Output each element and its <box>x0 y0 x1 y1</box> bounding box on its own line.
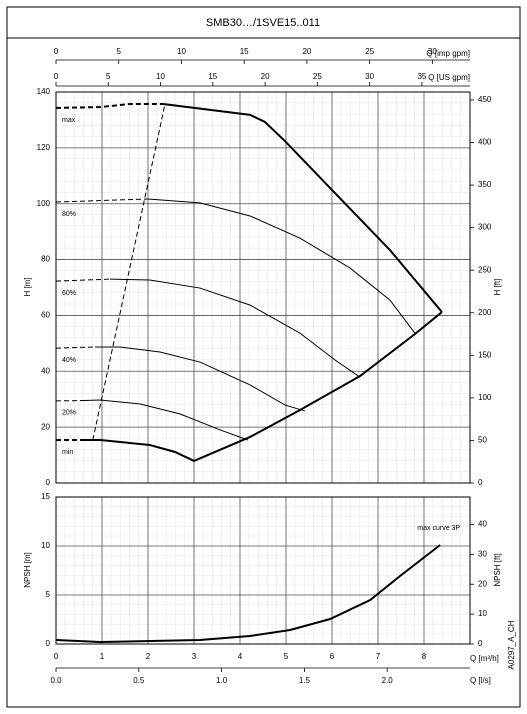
y-axis-label: NPSH [m] <box>23 552 32 588</box>
figure-code: A0297_A_CH <box>507 620 516 669</box>
y-tick-label: 15 <box>41 492 50 501</box>
y-tick-label: 20 <box>41 422 50 431</box>
curve <box>84 438 195 462</box>
curve-label: 40% <box>62 357 76 364</box>
y2-tick-label: 40 <box>478 520 487 529</box>
x-tick-label: 6 <box>330 652 335 661</box>
curve-label: max curve 3P <box>417 525 460 532</box>
x-tick-label: 15 <box>208 72 217 81</box>
x-tick-label: 1.5 <box>299 676 311 685</box>
x-tick-label: 10 <box>156 72 165 81</box>
x-axis-label: Q [l/s] <box>470 676 491 685</box>
curve-label: 20% <box>62 410 76 417</box>
y-axis-label: H [m] <box>23 277 32 296</box>
x-tick-label: 10 <box>177 47 186 56</box>
curve <box>79 399 248 441</box>
x-tick-label: 7 <box>376 652 381 661</box>
curve <box>109 278 361 378</box>
curve <box>55 198 149 203</box>
x-tick-label: 2 <box>146 652 151 661</box>
y2-tick-label: 100 <box>478 393 492 402</box>
x-tick-label: 0 <box>54 652 59 661</box>
y-tick-label: 140 <box>37 87 51 96</box>
curve-label: 80% <box>62 211 76 218</box>
x-tick-label: 0 <box>54 72 59 81</box>
x-tick-label: 15 <box>240 47 249 56</box>
x-tick-label: 1 <box>100 652 105 661</box>
y2-tick-label: 150 <box>478 350 492 359</box>
outer-border <box>6 6 521 708</box>
plot-frame <box>55 496 471 645</box>
plot-frame <box>55 91 471 484</box>
minor-grid <box>56 497 470 644</box>
x-tick-label: 5 <box>284 652 289 661</box>
curve-label: min <box>62 449 73 456</box>
x-tick-label: 20 <box>302 47 311 56</box>
y2-tick-label: 20 <box>478 579 487 588</box>
y2-tick-label: 300 <box>478 223 492 232</box>
curve <box>55 103 164 109</box>
chart-title: SMB30…/1SVE15..011 <box>206 17 320 29</box>
y2-tick-label: 0 <box>478 478 483 487</box>
minor-grid <box>56 92 470 483</box>
y-tick-label: 80 <box>41 255 50 264</box>
x-tick-label: 35 <box>417 72 426 81</box>
curve <box>55 346 96 349</box>
y2-tick-label: 400 <box>478 138 492 147</box>
x-tick-label: 5 <box>117 47 122 56</box>
x-tick-label: 1.0 <box>216 676 228 685</box>
x-tick-label: 0 <box>54 47 59 56</box>
y2-tick-label: 30 <box>478 549 487 558</box>
x-tick-label: 20 <box>261 72 270 81</box>
x-axis-label: Q [m³/h] <box>470 654 499 663</box>
curve <box>55 544 441 644</box>
curve <box>55 278 110 282</box>
curve <box>193 311 443 462</box>
y2-tick-label: 0 <box>478 639 483 648</box>
curve-label: 60% <box>62 290 76 297</box>
x-tick-label: 0.5 <box>133 676 145 685</box>
x-tick-label: 0.0 <box>50 676 62 685</box>
y2-tick-label: 10 <box>478 609 487 618</box>
curve <box>147 198 416 334</box>
x-tick-label: 2.0 <box>382 676 394 685</box>
x-tick-label: 25 <box>313 72 322 81</box>
curve-label: max <box>62 117 76 124</box>
y2-tick-label: 250 <box>478 265 492 274</box>
y-tick-label: 40 <box>41 366 50 375</box>
y-tick-label: 0 <box>46 478 51 487</box>
y2-tick-label: 50 <box>478 436 487 445</box>
x-tick-label: 30 <box>365 72 374 81</box>
y2-axis-label: NPSH [ft] <box>493 553 502 586</box>
y-tick-label: 120 <box>37 143 51 152</box>
y2-tick-label: 200 <box>478 308 492 317</box>
y2-tick-label: 350 <box>478 180 492 189</box>
x-tick-label: 25 <box>365 47 374 56</box>
y-tick-label: 10 <box>41 541 50 550</box>
x-tick-label: 4 <box>238 652 243 661</box>
curve <box>95 346 306 412</box>
x-tick-label: 30 <box>428 47 437 56</box>
x-axis-label: Q [US gpm] <box>428 73 470 82</box>
y-tick-label: 0 <box>46 639 51 648</box>
y2-tick-label: 450 <box>478 95 492 104</box>
y2-axis-label: H [ft] <box>493 279 502 296</box>
x-tick-label: 8 <box>422 652 427 661</box>
y-tick-label: 5 <box>46 590 51 599</box>
x-axis-label: Q [imp gpm] <box>426 49 470 58</box>
curve <box>92 103 166 441</box>
x-tick-label: 3 <box>192 652 197 661</box>
curve <box>163 103 443 313</box>
y-tick-label: 60 <box>41 311 50 320</box>
y-tick-label: 100 <box>37 199 51 208</box>
x-tick-label: 5 <box>106 72 111 81</box>
